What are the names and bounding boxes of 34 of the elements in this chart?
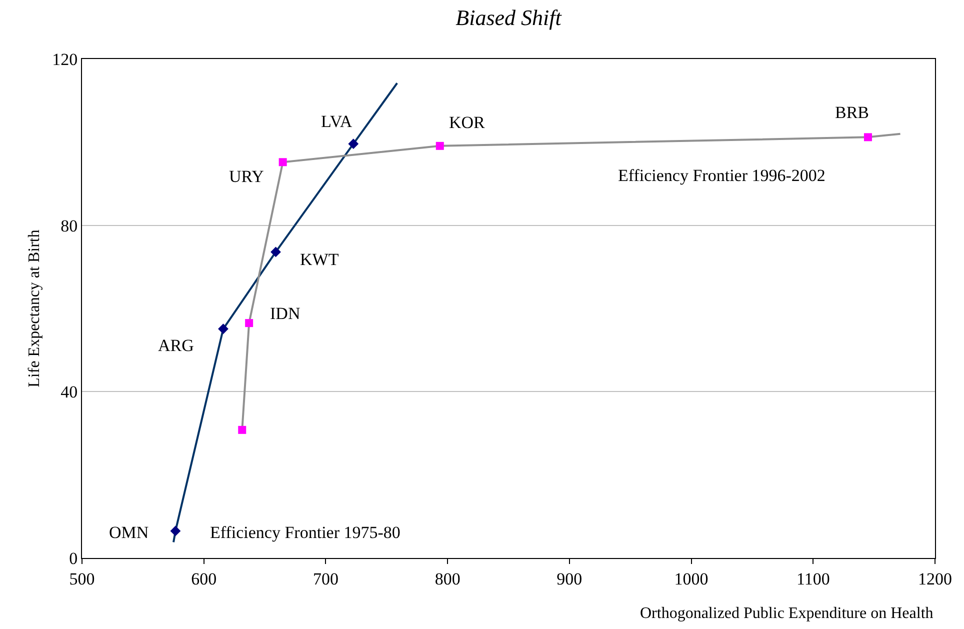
annotation: BRB	[835, 103, 870, 122]
point	[864, 133, 872, 142]
y-tick-label: 80	[60, 216, 78, 236]
y-tick-label: 120	[52, 50, 78, 69]
point	[170, 526, 181, 536]
annotation: URY	[229, 167, 264, 186]
x-tick-label: 900	[556, 569, 582, 588]
x-tick-label: 500	[69, 569, 95, 588]
point	[270, 246, 281, 258]
chart-title: Biased Shift	[456, 4, 562, 30]
point	[436, 142, 444, 150]
point	[238, 426, 246, 434]
annotation: KOR	[449, 113, 486, 132]
y-axis-title: Life Expectancy at Birth	[26, 230, 43, 388]
x-axis-title: Orthogonalized Public Expenditure on Health	[640, 605, 934, 622]
x-tick-label: 1100	[796, 569, 830, 588]
annotation: ARG	[158, 336, 194, 355]
point	[218, 324, 228, 334]
annotation: LVA	[321, 112, 353, 131]
annotation: Efficiency Frontier 1975-80	[210, 523, 400, 542]
x-tick-label: 800	[434, 569, 460, 588]
annotation: IDN	[270, 304, 300, 323]
point	[245, 319, 254, 328]
x-tick-label: 700	[312, 569, 338, 588]
annotation: KWT	[300, 250, 340, 269]
point	[278, 158, 287, 166]
annotation: OMN	[109, 523, 149, 542]
y-tick-label: 0	[69, 548, 78, 568]
x-tick-label: 1200	[918, 569, 952, 588]
x-tick-label: 1000	[674, 569, 708, 588]
point	[348, 138, 359, 150]
x-tick-label: 600	[191, 569, 217, 588]
annotation: Efficiency Frontier 1996-2002	[618, 166, 826, 185]
y-tick-label: 40	[60, 382, 78, 402]
